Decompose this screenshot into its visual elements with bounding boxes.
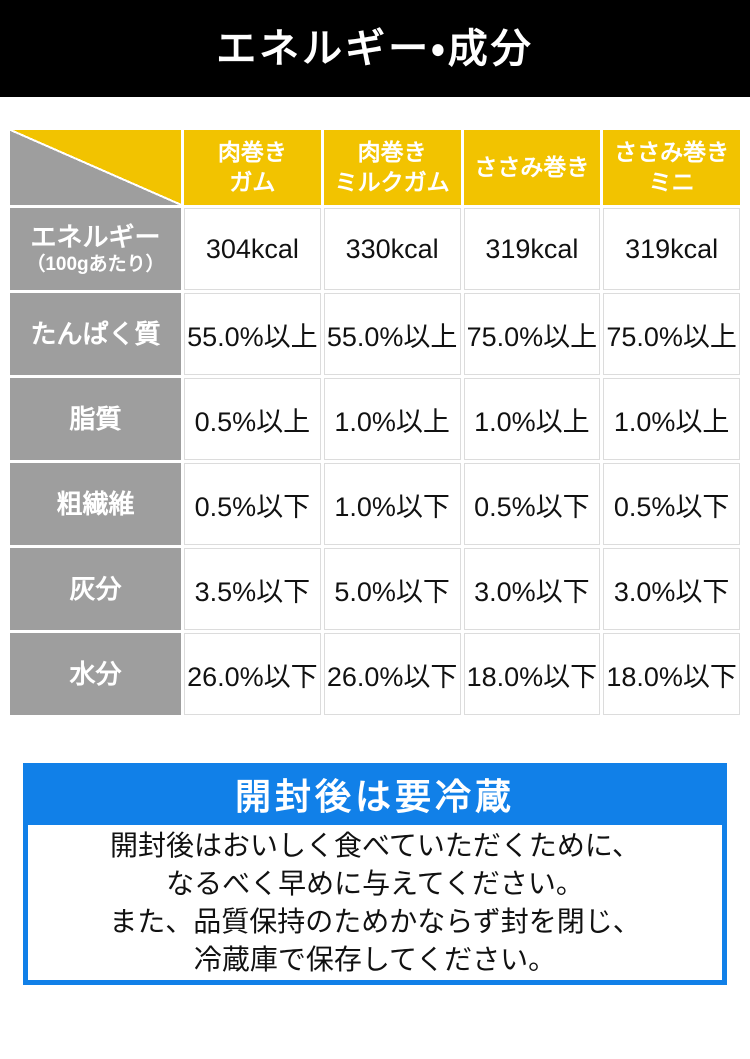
table-cell-energy-2: 330kcal <box>323 208 461 290</box>
table-cell-fiber-1: 0.5%以下 <box>184 463 321 545</box>
table-cell-moisture-3: 18.0%以下 <box>463 633 601 715</box>
table-cell-energy-3: 319kcal <box>463 208 601 290</box>
row-label-energy: エネルギー （100gあたり） <box>10 208 181 290</box>
column-header-sasamimaki: ささみ巻き <box>463 130 601 205</box>
nutrition-table: 肉巻き ガム 肉巻き ミルクガム ささみ巻き ささみ巻き ミニ エネルギー （1… <box>10 130 740 715</box>
table-cell-fat-4: 1.0%以上 <box>603 378 740 460</box>
row-label-fat: 脂質 <box>10 378 181 460</box>
page-title: エネルギー・成分 <box>216 26 534 71</box>
table-cell-moisture-1: 26.0%以下 <box>184 633 321 715</box>
notice-body: 開封後はおいしく食べていただくために、 なるべく早めに与えてください。 また、品… <box>28 825 722 980</box>
row-label-sub: （100gあたり） <box>26 254 165 276</box>
row-label-main: 水分 <box>69 658 122 689</box>
refrigeration-notice-box: 開封後は要冷蔵 開封後はおいしく食べていただくために、 なるべく早めに与えてくだ… <box>23 763 727 985</box>
row-label-main: エネルギー <box>30 221 161 252</box>
column-header-nikumaki-gum: 肉巻き ガム <box>184 130 321 205</box>
column-header-sasamimaki-mini: ささみ巻き ミニ <box>603 130 740 205</box>
column-header-nikumaki-milk-gum: 肉巻き ミルクガム <box>323 130 461 205</box>
table-cell-fat-3: 1.0%以上 <box>463 378 601 460</box>
row-label-main: 粗繊維 <box>56 488 135 519</box>
notice-heading: 開封後は要冷蔵 <box>234 775 515 817</box>
notice-header: 開封後は要冷蔵 <box>28 768 722 825</box>
notice-text: 開封後はおいしく食べていただくために、 なるべく早めに与えてください。 また、品… <box>109 829 641 975</box>
table-cell-ash-3: 3.0%以下 <box>463 548 601 630</box>
table-cell-ash-2: 5.0%以下 <box>323 548 461 630</box>
row-label-main: たんぱく質 <box>30 318 161 349</box>
table-cell-protein-4: 75.0%以上 <box>603 293 740 375</box>
table-corner-cell <box>10 130 181 205</box>
table-cell-fiber-2: 1.0%以下 <box>323 463 461 545</box>
row-label-ash: 灰分 <box>10 548 181 630</box>
table-cell-energy-4: 319kcal <box>603 208 740 290</box>
table-cell-protein-2: 55.0%以上 <box>323 293 461 375</box>
row-label-moisture: 水分 <box>10 633 181 715</box>
row-label-protein: たんぱく質 <box>10 293 181 375</box>
row-label-main: 脂質 <box>69 403 122 434</box>
table-cell-fat-1: 0.5%以上 <box>184 378 321 460</box>
table-cell-protein-1: 55.0%以上 <box>184 293 321 375</box>
table-cell-fat-2: 1.0%以上 <box>323 378 461 460</box>
table-cell-moisture-2: 26.0%以下 <box>323 633 461 715</box>
table-cell-ash-4: 3.0%以下 <box>603 548 740 630</box>
table-cell-protein-3: 75.0%以上 <box>463 293 601 375</box>
table-cell-moisture-4: 18.0%以下 <box>603 633 740 715</box>
table-cell-fiber-4: 0.5%以下 <box>603 463 740 545</box>
row-label-fiber: 粗繊維 <box>10 463 181 545</box>
table-cell-ash-1: 3.5%以下 <box>184 548 321 630</box>
table-cell-energy-1: 304kcal <box>184 208 321 290</box>
table-cell-fiber-3: 0.5%以下 <box>463 463 601 545</box>
row-label-main: 灰分 <box>69 573 122 604</box>
title-banner: エネルギー・成分 <box>0 0 750 97</box>
